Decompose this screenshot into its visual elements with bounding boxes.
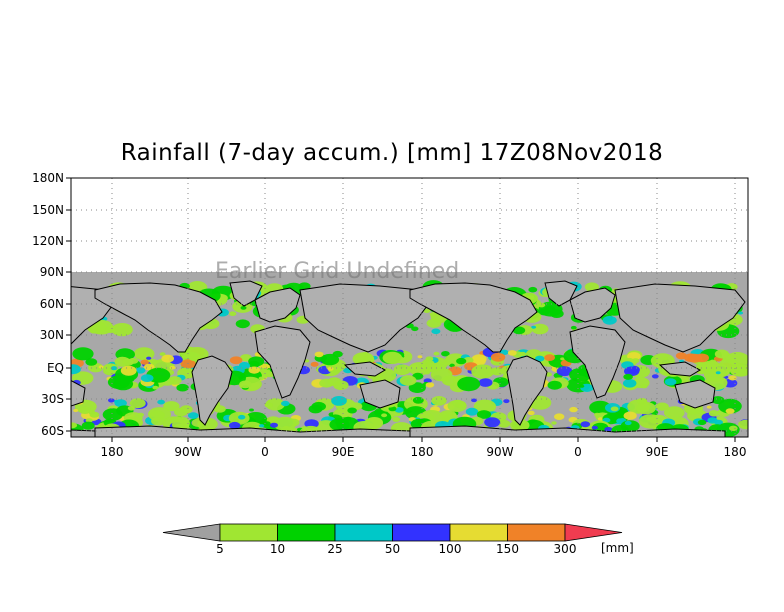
x-axis-labels: 180 90W 0 90E 180 90W 0 90E 180 — [101, 437, 747, 459]
map-title: Rainfall (7-day accum.) [mm] 17Z08Nov201… — [120, 140, 664, 166]
x-tick-label: 180 — [724, 445, 747, 459]
colorbar-tick-label: 25 — [327, 542, 342, 556]
colorbar-tick-label: 50 — [385, 542, 400, 556]
y-tick-label: 60S — [41, 424, 64, 438]
colorbar-tick-label: 300 — [554, 542, 577, 556]
colorbar-segment — [334, 523, 393, 542]
colorbar: 5 10 25 50 100 150 300 — [162, 523, 623, 556]
colorbar-segment — [392, 523, 451, 542]
y-tick-label: 60N — [40, 297, 64, 311]
colorbar-tick-label: 10 — [270, 542, 285, 556]
colorbar-over-triangle — [564, 523, 623, 542]
y-tick-label: 90N — [40, 265, 64, 279]
undefined-grid-note: Earlier Grid Undefined — [215, 259, 459, 284]
y-axis-labels: 180N 150N 120N 90N 60N 30N EQ 30S 60S — [32, 171, 71, 438]
y-tick-label: 30N — [40, 328, 64, 342]
y-tick-label: EQ — [47, 361, 64, 375]
y-tick-label: 180N — [32, 171, 64, 185]
x-tick-label: 90E — [646, 445, 669, 459]
colorbar-segment — [507, 523, 566, 542]
x-tick-label: 0 — [574, 445, 582, 459]
colorbar-tick-label: 100 — [439, 542, 462, 556]
grid-lines — [71, 178, 748, 437]
x-tick-label: 90W — [486, 445, 513, 459]
x-tick-label: 90E — [332, 445, 355, 459]
x-tick-label: 180 — [411, 445, 434, 459]
y-tick-label: 120N — [32, 234, 64, 248]
colorbar-under-triangle — [162, 523, 221, 542]
colorbar-unit-label: [mm] — [601, 541, 634, 555]
x-tick-label: 0 — [261, 445, 269, 459]
colorbar-tick-label: 150 — [496, 542, 519, 556]
x-tick-label: 180 — [101, 445, 124, 459]
colorbar-tick-label: 5 — [216, 542, 224, 556]
continent-outlines — [71, 280, 746, 437]
y-tick-label: 30S — [41, 392, 64, 406]
colorbar-segment — [219, 523, 278, 542]
y-tick-label: 150N — [32, 203, 64, 217]
colorbar-segment — [449, 523, 508, 542]
colorbar-segment — [277, 523, 336, 542]
x-tick-label: 90W — [174, 445, 201, 459]
